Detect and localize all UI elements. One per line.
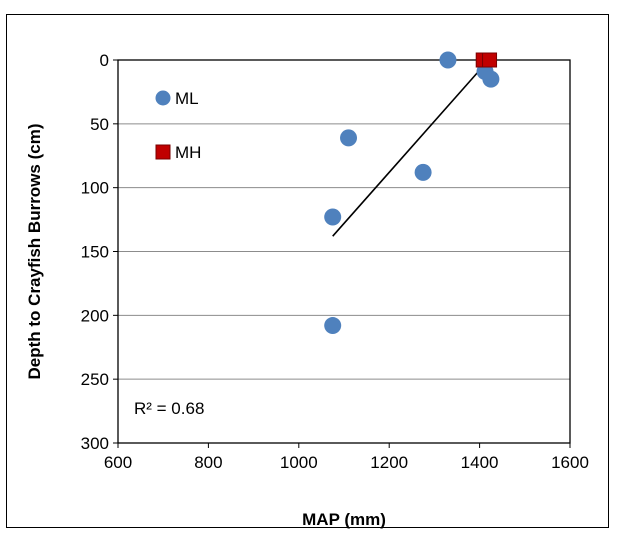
trendline xyxy=(332,59,490,237)
data-points xyxy=(324,51,500,335)
y-tick-label: 250 xyxy=(81,370,109,389)
legend: ML MH xyxy=(155,89,201,162)
data-point-mh xyxy=(482,52,498,68)
x-tick-label: 1000 xyxy=(280,453,318,472)
data-point-ml xyxy=(340,129,358,147)
data-point-ml xyxy=(414,163,432,181)
legend-label-mh: MH xyxy=(175,143,201,162)
y-tick-label: 0 xyxy=(100,51,109,70)
data-point-ml xyxy=(482,70,500,88)
x-tick-label: 1200 xyxy=(370,453,408,472)
chart-frame xyxy=(6,14,609,528)
y-axis-title: Depth to Crayfish Burrows (cm) xyxy=(25,124,44,380)
y-axis-ticks: 0 50 100 150 200 250 300 xyxy=(81,51,118,453)
grid-lines xyxy=(118,123,570,380)
x-axis-ticks: 600 800 1000 1200 1400 1600 xyxy=(104,443,589,472)
x-tick-label: 1600 xyxy=(551,453,589,472)
y-tick-label: 50 xyxy=(90,115,109,134)
x-tick-label: 1400 xyxy=(461,453,499,472)
legend-marker-ml xyxy=(155,90,171,106)
x-tick-label: 600 xyxy=(104,453,132,472)
r-squared-annotation: R² = 0.68 xyxy=(134,399,204,418)
legend-marker-mh xyxy=(155,144,171,160)
y-tick-label: 300 xyxy=(81,434,109,453)
data-point-ml xyxy=(439,51,457,69)
legend-label-ml: ML xyxy=(175,89,199,108)
x-axis-title: MAP (mm) xyxy=(302,510,386,529)
y-tick-label: 200 xyxy=(81,306,109,325)
data-point-ml xyxy=(324,317,342,335)
x-tick-label: 800 xyxy=(194,453,222,472)
data-point-ml xyxy=(324,208,342,226)
y-tick-label: 100 xyxy=(81,179,109,198)
y-tick-label: 150 xyxy=(81,243,109,262)
